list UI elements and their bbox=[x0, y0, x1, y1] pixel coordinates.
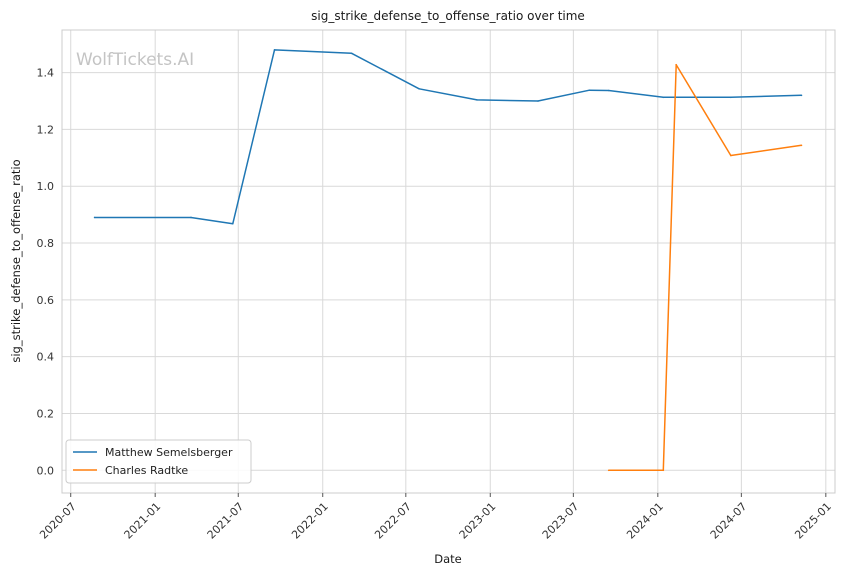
y-tick-label: 0.2 bbox=[37, 407, 55, 420]
data-point-charles-radtke bbox=[607, 469, 610, 472]
series-layer bbox=[93, 49, 803, 472]
data-point-charles-radtke bbox=[675, 63, 677, 66]
x-tick-label: 2025-01 bbox=[792, 500, 834, 542]
data-point-matthew-semelsberger bbox=[350, 52, 353, 55]
chart-title: sig_strike_defense_to_offense_ratio over… bbox=[311, 9, 585, 23]
y-axis-label: sig_strike_defense_to_offense_ratio bbox=[9, 159, 23, 362]
data-point-charles-radtke bbox=[662, 469, 665, 472]
y-tick-label: 0.8 bbox=[37, 237, 55, 250]
data-point-matthew-semelsberger bbox=[418, 87, 420, 90]
y-tick-label: 0.0 bbox=[37, 464, 55, 477]
data-point-charles-radtke bbox=[800, 144, 803, 147]
y-tick-label: 1.2 bbox=[37, 123, 55, 136]
watermark: WolfTickets.AI bbox=[76, 50, 194, 70]
data-point-matthew-semelsberger bbox=[476, 99, 478, 101]
y-tick-label: 0.6 bbox=[37, 294, 55, 307]
data-point-charles-radtke bbox=[730, 154, 732, 157]
x-tick-label: 2021-01 bbox=[122, 500, 164, 542]
x-axis-ticks: 2020-07 2021-01 2021-07 2022-01 2022-07 2023-… bbox=[37, 493, 834, 542]
y-axis-ticks: 0.0 0.2 0.4 0.6 0.8 1.0 1.2 1.4 bbox=[37, 67, 55, 478]
x-tick-label: 2023-07 bbox=[540, 500, 582, 542]
y-tick-label: 1.0 bbox=[37, 180, 55, 193]
plot-frame bbox=[61, 29, 836, 494]
data-point-matthew-semelsberger bbox=[93, 216, 96, 219]
data-point-matthew-semelsberger bbox=[730, 96, 732, 99]
legend: Matthew Semelsberger Charles Radtke bbox=[65, 439, 252, 484]
data-point-matthew-semelsberger bbox=[537, 100, 539, 102]
y-tick-label: 0.4 bbox=[37, 351, 55, 364]
legend-label-charles-radtke: Charles Radtke bbox=[105, 464, 188, 477]
data-point-matthew-semelsberger bbox=[607, 89, 610, 92]
grid bbox=[62, 30, 835, 493]
y-tick-label: 1.4 bbox=[37, 67, 55, 80]
legend-label-matthew-semelsberger: Matthew Semelsberger bbox=[105, 446, 233, 459]
data-point-matthew-semelsberger bbox=[190, 216, 192, 219]
data-point-matthew-semelsberger bbox=[273, 49, 276, 51]
x-tick-label: 2024-01 bbox=[624, 500, 666, 542]
x-tick-label: 2023-01 bbox=[457, 500, 499, 542]
x-tick-label: 2020-07 bbox=[37, 500, 79, 542]
plot-background bbox=[62, 30, 835, 493]
x-tick-label: 2024-07 bbox=[708, 500, 750, 542]
data-point-matthew-semelsberger bbox=[662, 96, 665, 99]
legend-box bbox=[65, 439, 252, 484]
x-tick-label: 2022-01 bbox=[289, 500, 331, 542]
x-tick-label: 2021-07 bbox=[205, 500, 247, 542]
x-tick-label: 2022-07 bbox=[372, 500, 414, 542]
data-point-matthew-semelsberger bbox=[231, 222, 234, 225]
x-axis-label: Date bbox=[434, 552, 462, 566]
data-point-matthew-semelsberger bbox=[588, 89, 591, 92]
data-point-matthew-semelsberger bbox=[800, 94, 803, 97]
